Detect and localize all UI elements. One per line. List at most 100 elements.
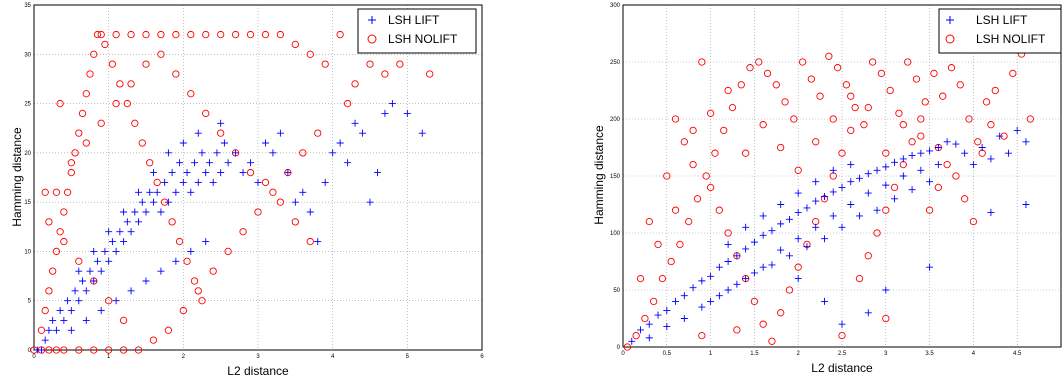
data-point-plus — [952, 140, 960, 148]
data-point-circle — [119, 316, 128, 325]
data-point-plus — [672, 297, 680, 305]
data-point-circle — [671, 206, 680, 214]
data-point-circle — [632, 331, 640, 340]
legend-label-nolift: LSH NOLIFT — [976, 32, 1046, 46]
data-point-plus — [86, 267, 94, 275]
data-point-plus — [138, 198, 146, 206]
data-point-circle — [680, 138, 688, 146]
data-point-circle — [269, 188, 277, 196]
y-tick-label: 0 — [617, 345, 621, 351]
data-point-circle — [728, 103, 737, 112]
data-point-circle — [142, 30, 150, 39]
data-point-circle — [969, 217, 978, 226]
data-point-circle — [904, 58, 912, 66]
data-point-circle — [134, 346, 143, 354]
data-point-circle — [198, 297, 206, 305]
data-point-circle — [864, 103, 872, 112]
data-point-plus — [803, 243, 811, 251]
data-point-circle — [112, 99, 120, 108]
data-point-plus — [856, 174, 864, 182]
data-point-circle — [943, 160, 951, 169]
data-point-circle — [693, 195, 702, 203]
data-point-plus — [97, 267, 105, 275]
data-point-plus — [882, 163, 890, 171]
x-tick-label: 3 — [884, 351, 888, 357]
data-point-plus — [829, 188, 837, 196]
data-point-plus — [742, 245, 750, 253]
data-point-circle — [890, 183, 899, 192]
data-point-circle — [276, 30, 285, 39]
data-point-circle — [190, 277, 199, 285]
data-point-plus — [105, 228, 113, 236]
data-point-circle — [63, 188, 72, 196]
data-point-plus — [969, 161, 977, 169]
data-point-plus — [187, 247, 195, 255]
data-point-plus — [75, 267, 83, 275]
data-point-circle — [636, 274, 645, 283]
data-point-plus — [123, 218, 131, 226]
data-point-circle — [829, 115, 837, 123]
data-point-plus — [899, 172, 907, 180]
data-point-plus — [164, 198, 172, 206]
right-y-axis-label: Hamming distance — [592, 125, 606, 225]
data-point-circle — [194, 287, 202, 295]
data-point-circle — [131, 119, 139, 127]
left-y-axis-label: Hamming distance — [10, 127, 24, 227]
data-point-plus — [847, 161, 855, 169]
data-point-plus — [663, 322, 671, 330]
data-point-plus — [934, 161, 942, 169]
data-point-circle — [702, 172, 710, 180]
data-point-circle — [231, 30, 240, 39]
data-point-plus — [654, 311, 662, 319]
data-point-circle — [90, 50, 98, 58]
data-point-circle — [654, 240, 662, 249]
legend-plus-marker — [946, 16, 954, 24]
data-point-plus — [112, 297, 120, 305]
right-plot-frame — [622, 4, 1062, 348]
data-point-circle — [146, 159, 154, 167]
data-point-circle — [93, 30, 102, 39]
data-point-circle — [777, 309, 785, 317]
data-point-plus — [926, 178, 934, 186]
data-point-circle — [202, 109, 210, 118]
data-point-circle — [864, 252, 872, 260]
data-point-circle — [157, 50, 165, 58]
data-point-circle — [396, 60, 404, 68]
y-tick-label: 15 — [24, 200, 31, 206]
data-point-plus — [217, 119, 225, 127]
data-point-plus — [202, 238, 210, 246]
data-point-plus — [768, 261, 776, 269]
x-tick-label: 1 — [709, 351, 713, 357]
data-point-circle — [759, 121, 767, 129]
data-point-circle — [715, 206, 724, 214]
data-point-plus — [1013, 126, 1021, 134]
data-point-plus — [715, 292, 723, 300]
data-point-plus — [97, 307, 105, 315]
legend-circle-marker — [367, 34, 377, 44]
data-point-plus — [205, 159, 213, 167]
data-point-circle — [741, 149, 750, 157]
data-point-circle — [733, 326, 741, 334]
data-point-circle — [689, 160, 697, 169]
data-point-plus — [645, 320, 653, 328]
data-point-plus — [149, 198, 157, 206]
data-point-plus — [194, 129, 202, 137]
x-tick-label: 4.5 — [1013, 351, 1022, 357]
data-point-plus — [645, 334, 653, 342]
data-point-plus — [978, 144, 986, 151]
data-point-circle — [82, 90, 90, 98]
data-point-circle — [60, 208, 68, 216]
data-point-plus — [202, 169, 210, 177]
data-point-circle — [366, 60, 374, 68]
data-point-plus — [794, 235, 802, 243]
data-point-circle — [925, 206, 934, 214]
data-point-plus — [847, 201, 855, 208]
data-point-circle — [982, 98, 991, 106]
y-tick-label: 300 — [610, 3, 621, 9]
legend-plus-marker — [368, 16, 376, 24]
data-point-plus — [777, 220, 785, 228]
data-point-circle — [67, 159, 75, 167]
data-point-plus — [60, 316, 68, 324]
data-point-plus — [908, 151, 916, 159]
data-point-plus — [52, 326, 60, 334]
